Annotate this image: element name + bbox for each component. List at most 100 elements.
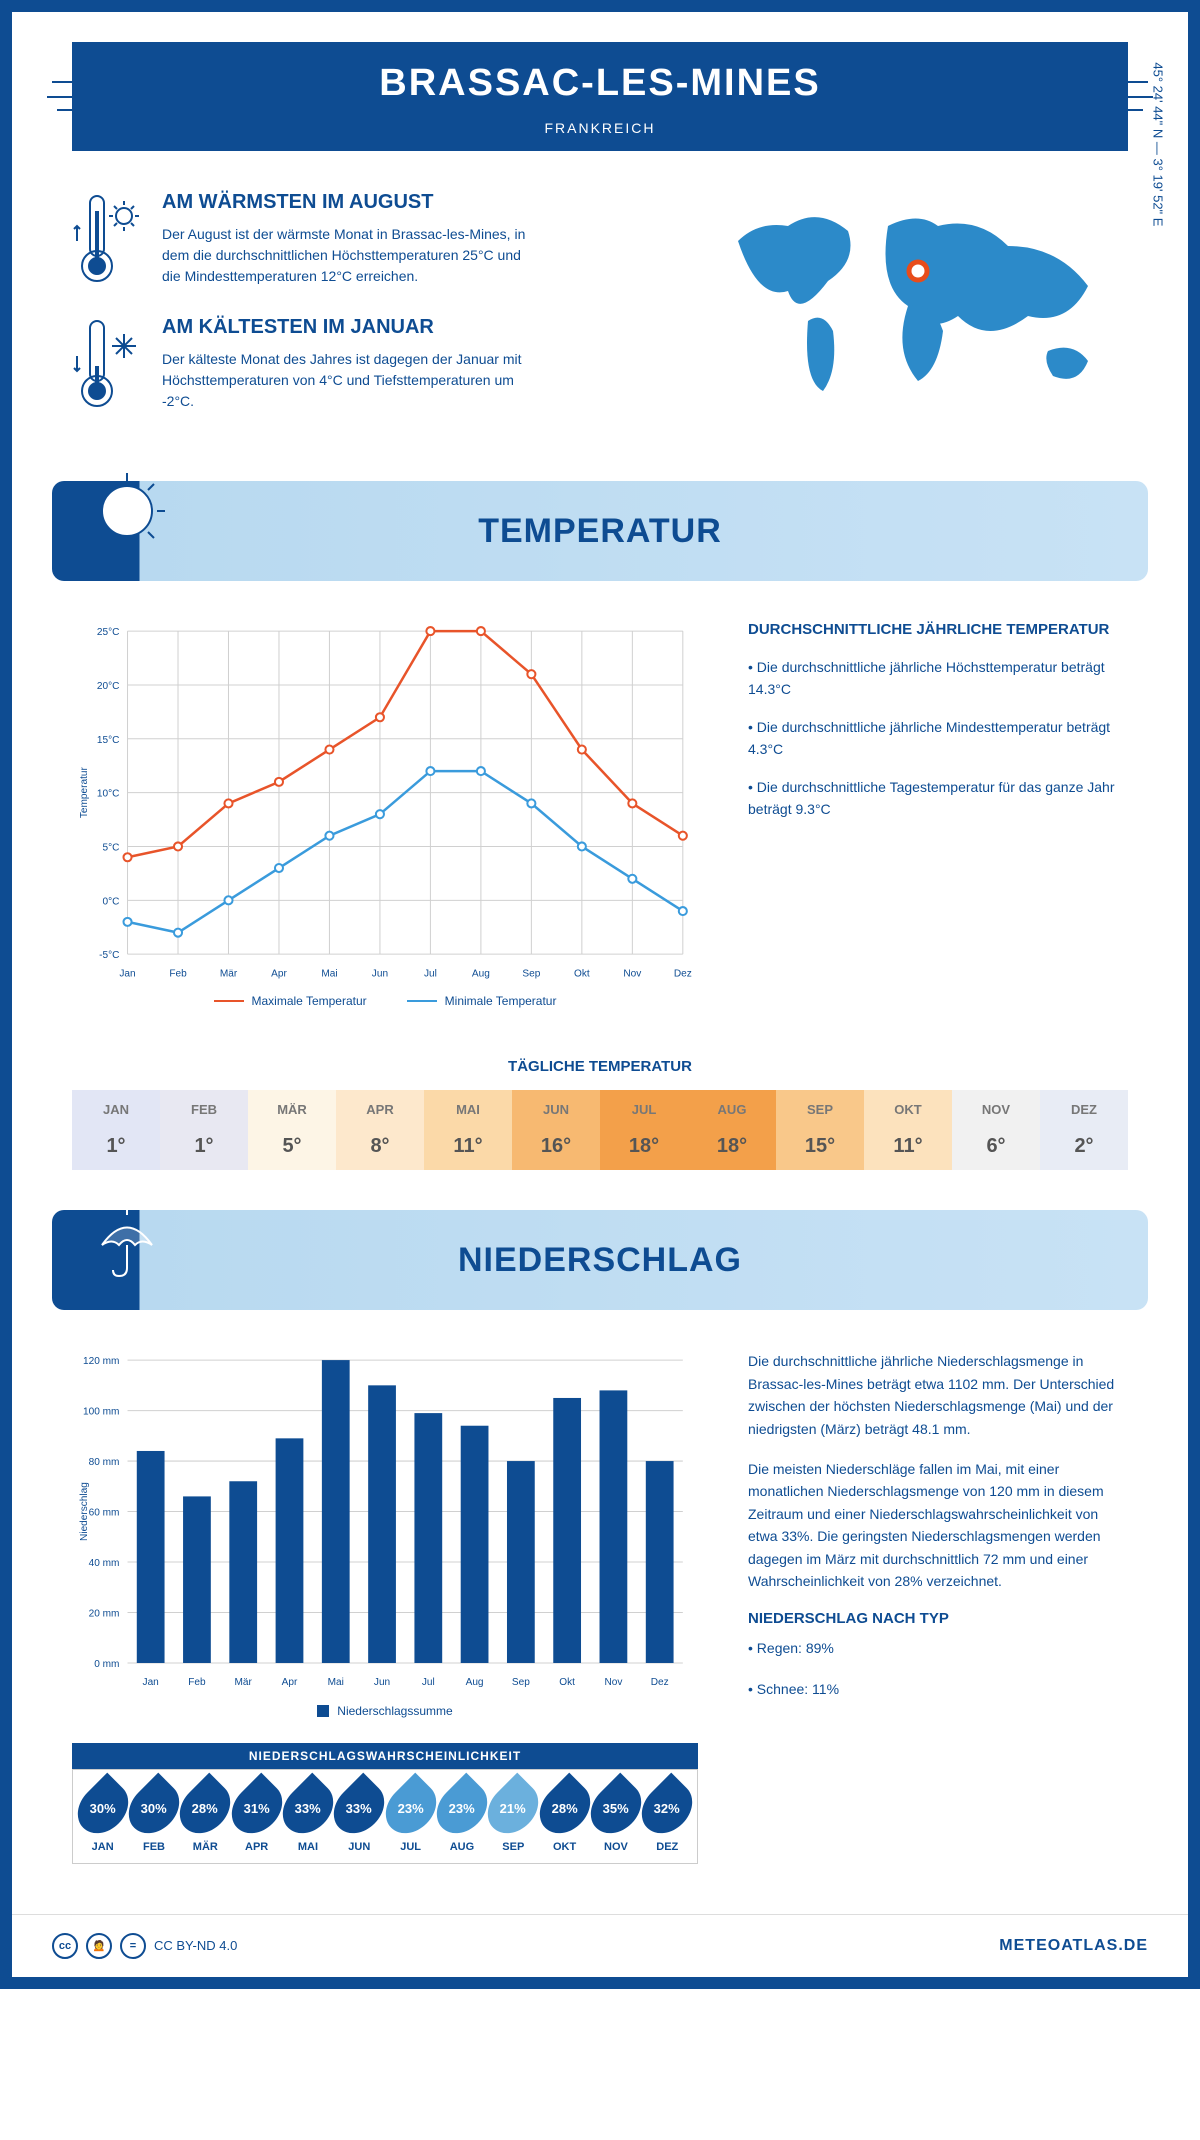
svg-text:0°C: 0°C [103,896,120,907]
world-map: 45° 24' 44" N — 3° 19' 52" E [708,191,1128,411]
coldest-title: AM KÄLTESTEN IM JANUAR [162,316,542,339]
warmest-content: AM WÄRMSTEN IM AUGUST Der August ist der… [162,191,542,291]
nd-icon: = [120,1933,146,1959]
footer: cc 🙍 = CC BY-ND 4.0 METEOATLAS.DE [12,1914,1188,1977]
svg-text:Sep: Sep [522,968,540,979]
svg-text:Okt: Okt [559,1678,575,1689]
precip-left-column: 0 mm20 mm40 mm60 mm80 mm100 mm120 mmJanF… [72,1350,698,1863]
svg-text:Niederschlag: Niederschlag [79,1483,90,1542]
svg-text:Jul: Jul [424,968,437,979]
precip-type2: • Schnee: 11% [748,1678,1128,1700]
prob-drop: 31%APR [232,1780,281,1853]
prob-title: NIEDERSCHLAGSWAHRSCHEINLICHKEIT [72,1743,698,1769]
prob-drop: 33%JUN [335,1780,384,1853]
thermometer-cold-icon [72,316,142,416]
coldest-content: AM KÄLTESTEN IM JANUAR Der kälteste Mona… [162,316,542,416]
precip-sidebar: Die durchschnittliche jährliche Niedersc… [748,1350,1128,1863]
daily-cell: JUL18° [600,1090,688,1170]
warmest-text: Der August ist der wärmste Monat in Bras… [162,224,542,287]
temperature-legend: Maximale Temperatur Minimale Temperatur [72,994,698,1008]
precip-section-header: NIEDERSCHLAG [52,1210,1148,1310]
svg-text:Sep: Sep [512,1678,530,1689]
infographic-page: BRASSAC-LES-MINES FRANKREICH AM WÄRMSTEN… [0,0,1200,1989]
by-icon: 🙍 [86,1933,112,1959]
intro-section: AM WÄRMSTEN IM AUGUST Der August ist der… [12,151,1188,471]
svg-text:Jun: Jun [372,968,388,979]
svg-text:Mär: Mär [220,968,238,979]
precip-title: NIEDERSCHLAG [458,1241,742,1280]
daily-cell: FEB1° [160,1090,248,1170]
precip-type-title: NIEDERSCHLAG NACH TYP [748,1610,1128,1627]
prob-drop: 30%JAN [78,1780,127,1853]
precip-row: 0 mm20 mm40 mm60 mm80 mm100 mm120 mmJanF… [12,1320,1188,1893]
precip-probability-box: NIEDERSCHLAGSWAHRSCHEINLICHKEIT 30%JAN30… [72,1743,698,1864]
prob-drops-row: 30%JAN30%FEB28%MÄR31%APR33%MAI33%JUN23%J… [72,1769,698,1864]
daily-cell: OKT11° [864,1090,952,1170]
svg-text:10°C: 10°C [97,789,120,800]
svg-text:Mai: Mai [321,968,337,979]
daily-cell: MAI11° [424,1090,512,1170]
svg-text:Temperatur: Temperatur [79,767,90,819]
svg-text:Okt: Okt [574,968,590,979]
svg-text:Apr: Apr [282,1678,298,1689]
svg-text:Aug: Aug [466,1678,484,1689]
daily-cell: MÄR5° [248,1090,336,1170]
svg-text:Dez: Dez [674,968,692,979]
temperature-title: TEMPERATUR [478,512,722,551]
svg-text:Mär: Mär [235,1678,253,1689]
coldest-block: AM KÄLTESTEN IM JANUAR Der kälteste Mona… [72,316,668,416]
temperature-row: -5°C0°C5°C10°C15°C20°C25°CJanFebMärAprMa… [12,591,1188,1038]
legend-min: Minimale Temperatur [445,994,557,1008]
svg-text:40 mm: 40 mm [89,1559,120,1570]
daily-cell: SEP15° [776,1090,864,1170]
prob-drop: 23%JUL [386,1780,435,1853]
svg-text:Jan: Jan [119,968,135,979]
daily-cell: APR8° [336,1090,424,1170]
svg-text:Nov: Nov [604,1678,622,1689]
svg-text:Dez: Dez [651,1678,669,1689]
precip-p2: Die meisten Niederschläge fallen im Mai,… [748,1458,1128,1592]
site-name: METEOATLAS.DE [999,1937,1148,1955]
daily-cell: DEZ2° [1040,1090,1128,1170]
precip-type1: • Regen: 89% [748,1637,1128,1659]
precip-chart: 0 mm20 mm40 mm60 mm80 mm100 mm120 mmJanF… [72,1350,698,1717]
sun-icon [87,471,167,551]
city-name: BRASSAC-LES-MINES [72,62,1128,105]
temp-side-p3: • Die durchschnittliche Tagestemperatur … [748,776,1128,821]
svg-text:Feb: Feb [188,1678,206,1689]
coldest-text: Der kälteste Monat des Jahres ist dagege… [162,349,542,412]
svg-text:Jul: Jul [422,1678,435,1689]
svg-text:100 mm: 100 mm [83,1407,119,1418]
umbrella-icon [87,1200,167,1280]
svg-text:5°C: 5°C [103,843,120,854]
prob-drop: 35%NOV [591,1780,640,1853]
temp-side-p2: • Die durchschnittliche jährliche Mindes… [748,716,1128,761]
svg-text:Mai: Mai [328,1678,344,1689]
warmest-block: AM WÄRMSTEN IM AUGUST Der August ist der… [72,191,668,291]
precip-p1: Die durchschnittliche jährliche Niedersc… [748,1350,1128,1440]
daily-temp-title: TÄGLICHE TEMPERATUR [12,1058,1188,1075]
temp-side-title: DURCHSCHNITTLICHE JÄHRLICHE TEMPERATUR [748,621,1128,638]
svg-text:20°C: 20°C [97,681,120,692]
prob-drop: 33%MAI [283,1780,332,1853]
temperature-sidebar: DURCHSCHNITTLICHE JÄHRLICHE TEMPERATUR •… [748,621,1128,1008]
header-banner: BRASSAC-LES-MINES FRANKREICH [72,42,1128,151]
prob-drop: 32%DEZ [643,1780,692,1853]
svg-text:Apr: Apr [271,968,287,979]
legend-max: Maximale Temperatur [252,994,367,1008]
temperature-section-header: TEMPERATUR [52,481,1148,581]
intro-text-column: AM WÄRMSTEN IM AUGUST Der August ist der… [72,191,668,441]
daily-temp-grid: JAN1°FEB1°MÄR5°APR8°MAI11°JUN16°JUL18°AU… [72,1090,1128,1170]
svg-text:Nov: Nov [623,968,641,979]
svg-text:15°C: 15°C [97,735,120,746]
svg-text:25°C: 25°C [97,627,120,638]
coordinates: 45° 24' 44" N — 3° 19' 52" E [1151,62,1166,226]
precip-legend: Niederschlagssumme [72,1704,698,1718]
license-text: CC BY-ND 4.0 [154,1938,237,1953]
thermometer-hot-icon [72,191,142,291]
license: cc 🙍 = CC BY-ND 4.0 [52,1933,237,1959]
svg-text:Jan: Jan [143,1678,159,1689]
svg-text:Feb: Feb [169,968,187,979]
daily-cell: AUG18° [688,1090,776,1170]
prob-drop: 23%AUG [437,1780,486,1853]
